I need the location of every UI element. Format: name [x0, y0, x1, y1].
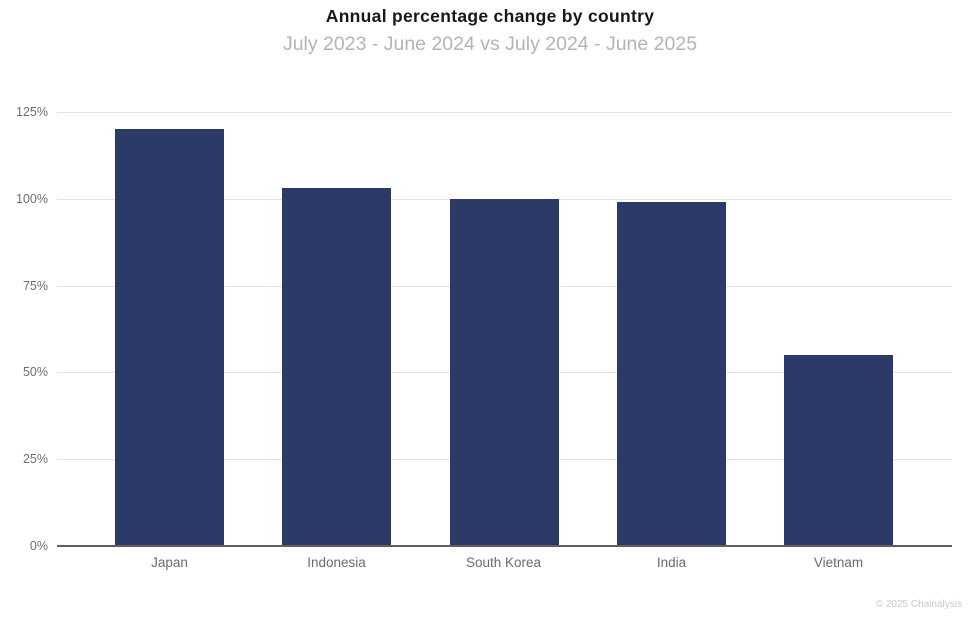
x-tick-label-vietnam: Vietnam [813, 555, 864, 570]
y-tick-label-100: 100% [16, 192, 48, 206]
x-tick-label-south-korea: South Korea [465, 555, 542, 570]
gridline-125 [57, 112, 952, 113]
y-tick-label-125: 125% [16, 105, 48, 119]
chart-subtitle: July 2023 - June 2024 vs July 2024 - Jun… [282, 33, 698, 55]
bars-container: Japan Indonesia South Korea India Vietnam [86, 112, 922, 570]
plot-area: Japan Indonesia South Korea India Vietnam 0%… [16, 105, 952, 570]
bar-indonesia [282, 188, 391, 546]
bar-south-korea [450, 199, 559, 546]
x-tick-label-japan: Japan [151, 555, 188, 570]
y-tick-label-25: 25% [22, 452, 48, 466]
chart-title: Annual percentage change by country [325, 6, 655, 26]
bar-vietnam [784, 355, 893, 546]
x-axis-line [57, 545, 952, 547]
x-tick-label-indonesia: Indonesia [307, 555, 366, 570]
bar-india [617, 202, 726, 546]
bar-japan [115, 129, 224, 546]
y-tick-label-50: 50% [22, 365, 48, 379]
y-tick-label-0: 0% [29, 539, 48, 553]
copyright-credit: © 2025 Chainalysis [875, 599, 962, 610]
x-tick-label-india: India [656, 555, 687, 570]
y-tick-label-75: 75% [22, 279, 48, 293]
